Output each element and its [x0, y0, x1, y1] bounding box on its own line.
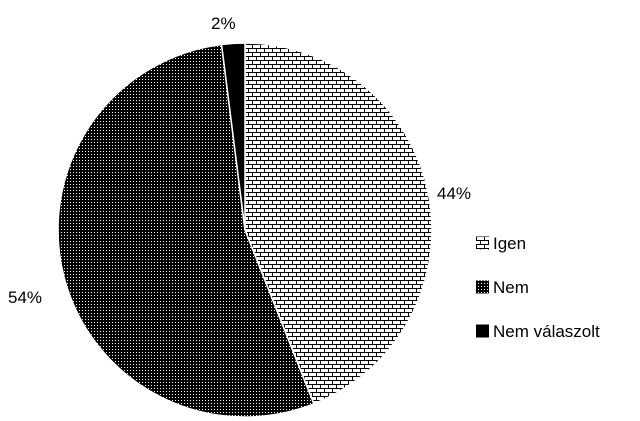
data-label-nem-valaszolt: 2%: [211, 14, 236, 33]
pie-slice-igen: [244, 42, 433, 405]
data-label-nem: 54%: [8, 288, 42, 307]
pie-slices: [57, 42, 433, 418]
legend-label-nem-valaszolt: Nem válaszolt: [493, 322, 600, 341]
data-labels: 44% 54% 2%: [8, 14, 471, 307]
legend-swatch-nem: [476, 280, 489, 294]
legend-swatch-igen: [476, 236, 489, 250]
legend-label-igen: Igen: [493, 234, 526, 253]
legend: Igen Nem Nem válaszolt: [476, 234, 600, 341]
data-label-igen: 44%: [437, 184, 471, 203]
pie-slice-nem: [57, 43, 315, 418]
pie-slice-nem-valaszolt: [220, 42, 246, 231]
legend-swatch-nem-valaszolt: [476, 324, 489, 338]
legend-label-nem: Nem: [493, 278, 529, 297]
